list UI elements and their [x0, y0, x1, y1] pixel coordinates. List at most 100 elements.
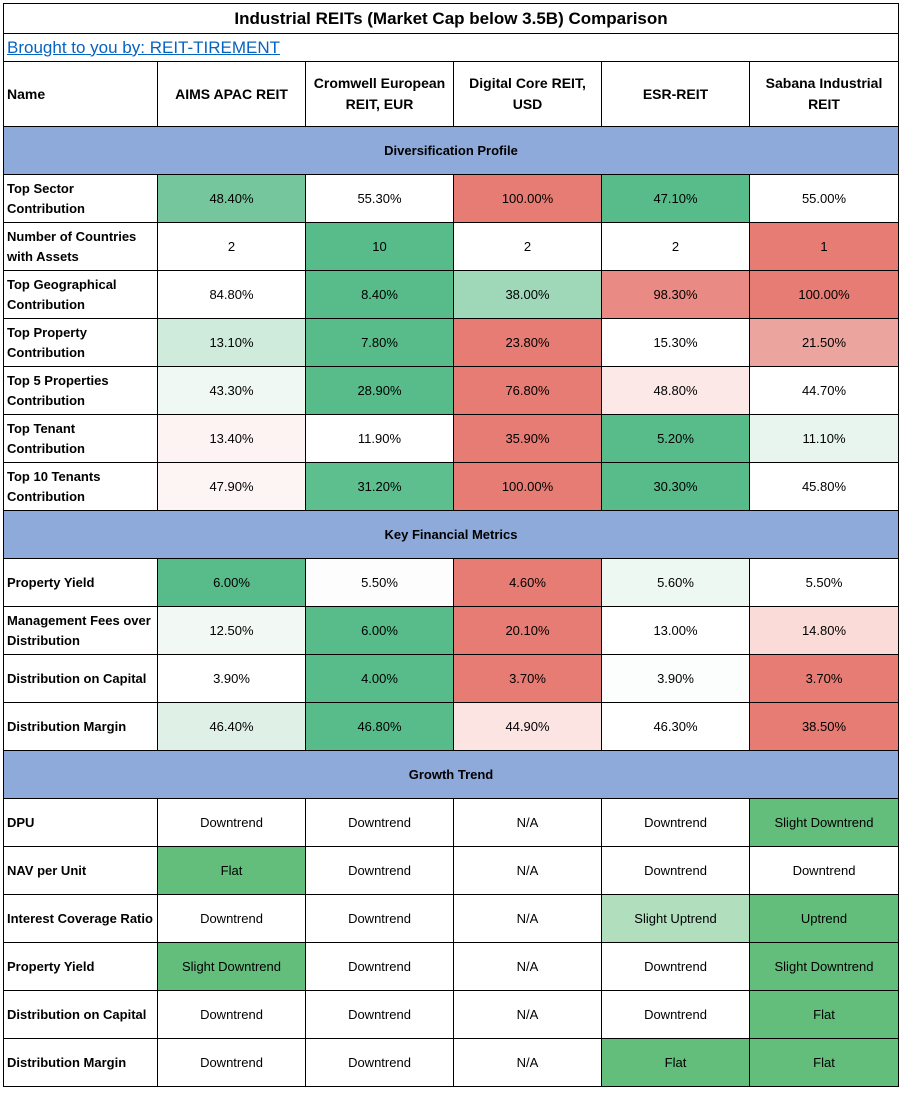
value-cell: N/A: [453, 990, 602, 1039]
table-row: Management Fees over Distribution 12.50% 6…: [3, 606, 900, 655]
row-label: Distribution on Capital: [3, 654, 158, 703]
table-row: Distribution on Capital Downtrend Downtren…: [3, 990, 900, 1039]
row-label: Distribution Margin: [3, 1038, 158, 1087]
value-cell: 100.00%: [748, 270, 900, 319]
section-title: Key Financial Metrics: [2, 510, 900, 559]
table-row: DPU Downtrend Downtrend N/A Downtrend Slight …: [3, 798, 900, 847]
reit-header: Cromwell European REIT, EUR: [305, 61, 454, 127]
page-title: Industrial REITs (Market Cap below 3.5B)…: [2, 3, 900, 34]
value-cell: Uptrend: [748, 894, 900, 943]
value-cell: Downtrend: [601, 798, 750, 847]
value-cell: 14.80%: [748, 606, 900, 655]
table-row: Top 5 Properties Contribution 43.30% 28.90…: [3, 366, 900, 415]
value-cell: 3.70%: [453, 654, 602, 703]
value-cell: 30.30%: [601, 462, 750, 511]
table-row: Top Geographical Contribution 84.80% 8.40%…: [3, 270, 900, 319]
value-cell: 76.80%: [453, 366, 602, 415]
value-cell: 47.90%: [157, 462, 306, 511]
value-cell: 6.00%: [305, 606, 454, 655]
value-cell: 12.50%: [157, 606, 306, 655]
value-cell: N/A: [453, 846, 602, 895]
value-cell: 4.00%: [305, 654, 454, 703]
row-label: NAV per Unit: [3, 846, 158, 895]
section-row: Growth Trend: [2, 750, 900, 799]
value-cell: 8.40%: [305, 270, 454, 319]
table-row: Distribution Margin Downtrend Downtrend N/A…: [3, 1038, 900, 1087]
value-cell: 44.70%: [748, 366, 900, 415]
value-cell: 20.10%: [453, 606, 602, 655]
table-row: Top Tenant Contribution 13.40% 11.90% 35.90…: [3, 414, 900, 463]
row-label: Distribution Margin: [3, 702, 158, 751]
value-cell: 28.90%: [305, 366, 454, 415]
value-cell: Slight Uptrend: [601, 894, 750, 943]
value-cell: 38.50%: [748, 702, 900, 751]
value-cell: 48.80%: [601, 366, 750, 415]
value-cell: Flat: [748, 990, 900, 1039]
credit-cell: Brought to you by: REIT-TIREMENT: [2, 33, 900, 62]
table-row: Top Property Contribution 13.10% 7.80% 23.8…: [3, 318, 900, 367]
value-cell: 46.80%: [305, 702, 454, 751]
value-cell: 7.80%: [305, 318, 454, 367]
value-cell: 2: [453, 222, 602, 271]
row-label: Top Tenant Contribution: [3, 414, 158, 463]
value-cell: 4.60%: [453, 558, 602, 607]
reit-header: AIMS APAC REIT: [157, 61, 306, 127]
table-row: Property Yield 6.00% 5.50% 4.60% 5.60% 5.50%: [3, 558, 900, 607]
value-cell: 15.30%: [601, 318, 750, 367]
section-title: Diversification Profile: [2, 126, 900, 175]
row-label: Top 10 Tenants Contribution: [3, 462, 158, 511]
row-label: Property Yield: [3, 942, 158, 991]
value-cell: 2: [601, 222, 750, 271]
row-label: Top Geographical Contribution: [3, 270, 158, 319]
value-cell: Downtrend: [157, 798, 306, 847]
value-cell: Downtrend: [305, 798, 454, 847]
value-cell: Downtrend: [601, 990, 750, 1039]
value-cell: Downtrend: [305, 846, 454, 895]
value-cell: 46.30%: [601, 702, 750, 751]
value-cell: N/A: [453, 798, 602, 847]
value-cell: 2: [157, 222, 306, 271]
value-cell: 5.60%: [601, 558, 750, 607]
value-cell: 38.00%: [453, 270, 602, 319]
title-row: Industrial REITs (Market Cap below 3.5B)…: [2, 3, 900, 34]
value-cell: Downtrend: [305, 894, 454, 943]
reit-header: ESR-REIT: [601, 61, 750, 127]
name-header: Name: [3, 61, 158, 127]
value-cell: Downtrend: [157, 894, 306, 943]
value-cell: N/A: [453, 894, 602, 943]
value-cell: Slight Downtrend: [748, 942, 900, 991]
row-label: Top 5 Properties Contribution: [3, 366, 158, 415]
value-cell: Downtrend: [601, 942, 750, 991]
value-cell: 98.30%: [601, 270, 750, 319]
value-cell: Flat: [748, 1038, 900, 1087]
row-label: Interest Coverage Ratio: [3, 894, 158, 943]
row-label: Top Sector Contribution: [3, 174, 158, 223]
credit-row: Brought to you by: REIT-TIREMENT: [2, 33, 900, 62]
value-cell: N/A: [453, 1038, 602, 1087]
value-cell: 1: [748, 222, 900, 271]
header-row: Name AIMS APAC REIT Cromwell European RE…: [3, 61, 900, 127]
table-row: Distribution Margin 46.40% 46.80% 44.90% 46.…: [3, 702, 900, 751]
value-cell: 10: [305, 222, 454, 271]
value-cell: Downtrend: [157, 1038, 306, 1087]
table-row: Interest Coverage Ratio Downtrend Downtren…: [3, 894, 900, 943]
value-cell: Downtrend: [305, 942, 454, 991]
value-cell: 5.20%: [601, 414, 750, 463]
value-cell: 47.10%: [601, 174, 750, 223]
value-cell: N/A: [453, 942, 602, 991]
value-cell: Slight Downtrend: [157, 942, 306, 991]
value-cell: 6.00%: [157, 558, 306, 607]
row-label: Management Fees over Distribution: [3, 606, 158, 655]
section-row: Key Financial Metrics: [2, 510, 900, 559]
table-row: Property Yield Slight Downtrend Downtrend N…: [3, 942, 900, 991]
reit-header: Digital Core REIT, USD: [453, 61, 602, 127]
value-cell: Downtrend: [748, 846, 900, 895]
value-cell: 100.00%: [453, 462, 602, 511]
table-row: Top Sector Contribution 48.40% 55.30% 100.0…: [3, 174, 900, 223]
value-cell: 23.80%: [453, 318, 602, 367]
row-label: Property Yield: [3, 558, 158, 607]
credit-link[interactable]: Brought to you by: REIT-TIREMENT: [7, 37, 281, 57]
section-title: Growth Trend: [2, 750, 900, 799]
value-cell: 100.00%: [453, 174, 602, 223]
section-row: Diversification Profile: [2, 126, 900, 175]
